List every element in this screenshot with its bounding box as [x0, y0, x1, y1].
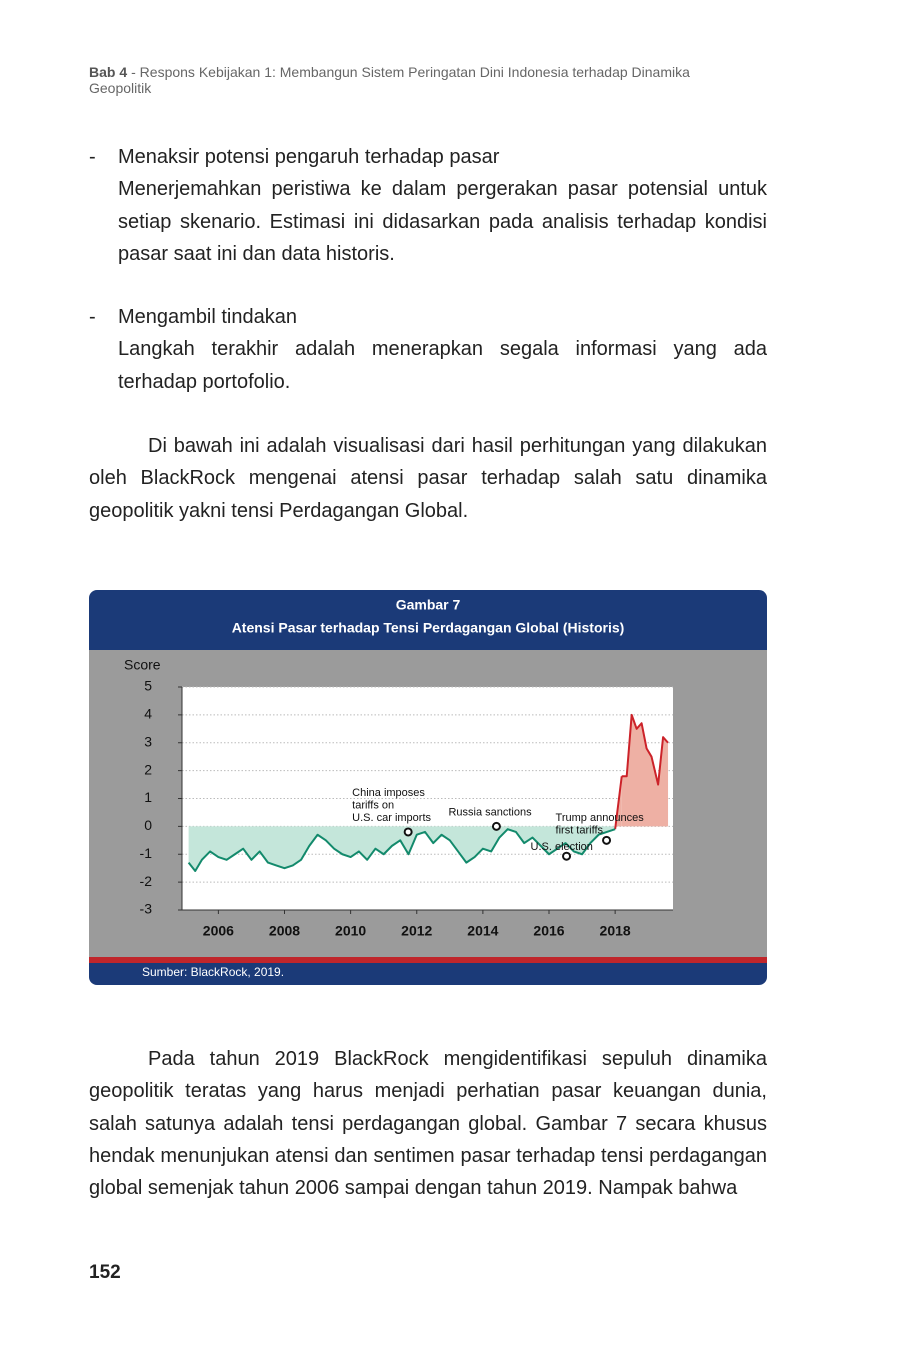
line: [621, 713, 669, 786]
figure-footer: [89, 963, 767, 985]
x-tick-label: 2008: [269, 923, 300, 939]
event-marker: [602, 835, 612, 845]
area: [621, 714, 669, 827]
bullet-title: Menaksir potensi pengaruh terhadap pasar: [118, 146, 500, 168]
figure: Gambar 7 Atensi Pasar terhadap Tensi Per…: [89, 590, 767, 985]
y-tick-label: 2: [144, 761, 152, 777]
line-join: [614, 776, 623, 830]
figure-header: [89, 590, 767, 650]
figure-stripe: [89, 957, 767, 963]
bullet-body: Langkah terakhir adalah menerapkan segal…: [118, 338, 767, 393]
annotation: U.S. election: [531, 841, 593, 853]
y-tick-label: -3: [140, 901, 153, 917]
y-tick-label: 5: [144, 678, 152, 694]
event-marker: [491, 821, 501, 831]
annotation: China imposes: [352, 787, 425, 799]
x-tick-label: 2012: [401, 923, 432, 939]
bullet: - Menaksir potensi pengaruh terhadap pas…: [89, 141, 767, 270]
y-tick-label: 0: [144, 817, 152, 833]
figure-source: Sumber: BlackRock, 2019.: [142, 965, 284, 979]
page-number: 152: [89, 1262, 121, 1283]
paragraph: Pada tahun 2019 BlackRock mengidentifika…: [89, 1048, 767, 1200]
bullet-marker: -: [89, 306, 96, 328]
area: [188, 826, 616, 871]
x-tick-label: 2014: [467, 923, 498, 939]
bullet: - Mengambil tindakan Langkah terakhir ad…: [89, 301, 767, 398]
event-marker: [562, 851, 572, 861]
x-tick-label: 2006: [203, 923, 234, 939]
running-header: Bab 4- Respons Kebijakan 1: Membangun Si…: [89, 64, 749, 96]
y-tick-label: 3: [144, 733, 152, 749]
x-tick-label: 2018: [600, 923, 631, 939]
y-tick-label: -1: [140, 845, 153, 861]
y-tick-label: 1: [144, 789, 152, 805]
annotation: tariffs on: [352, 799, 394, 811]
bullet-title: Mengambil tindakan: [118, 306, 297, 328]
y-tick-label: -2: [140, 873, 153, 889]
annotation: U.S. car imports: [352, 812, 431, 824]
chapter: Bab 4: [89, 64, 128, 80]
line: [187, 828, 616, 872]
annotation: first tariffs: [556, 825, 604, 837]
x-tick-label: 2010: [335, 923, 366, 939]
figure-label: Gambar 7: [396, 597, 461, 613]
event-marker: [403, 827, 413, 837]
chart-title: Atensi Pasar terhadap Tensi Perdagangan …: [232, 620, 625, 636]
bullet-marker: -: [89, 146, 96, 168]
chapter-title: - Respons Kebijakan 1: Membangun Sistem …: [89, 64, 690, 96]
annotation: Russia sanctions: [448, 806, 532, 818]
x-tick-label: 2016: [533, 923, 564, 939]
bullet-body: Menerjemahkan peristiwa ke dalam pergera…: [118, 178, 767, 265]
y-tick-label: 4: [144, 706, 152, 722]
annotation: Trump announces: [556, 812, 645, 824]
y-axis-label: Score: [124, 657, 161, 673]
paragraph: Di bawah ini adalah visualisasi dari has…: [89, 435, 767, 522]
